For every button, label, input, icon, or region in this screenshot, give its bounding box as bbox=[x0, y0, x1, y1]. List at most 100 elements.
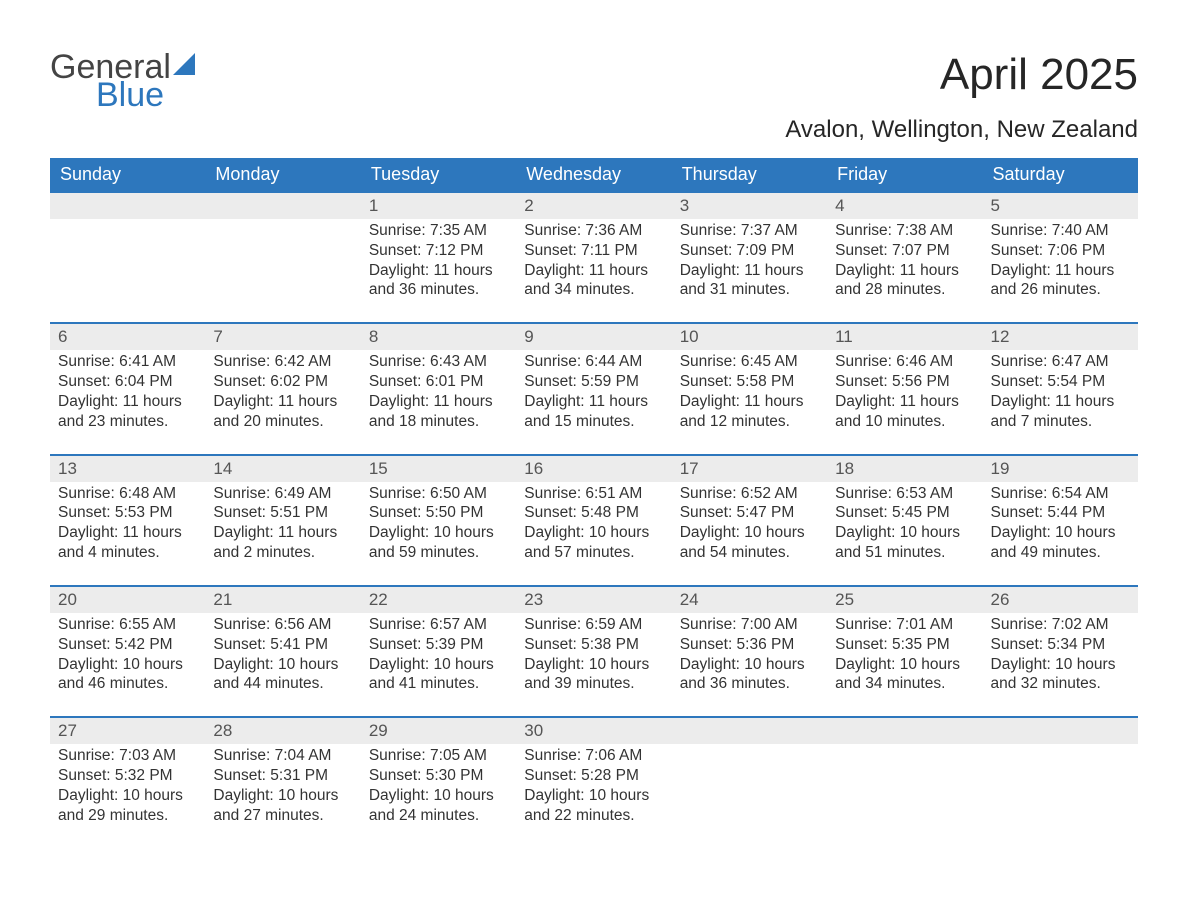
day-number: 28 bbox=[205, 718, 360, 744]
day-cell: Sunrise: 6:44 AMSunset: 5:59 PMDaylight:… bbox=[516, 350, 671, 454]
day-details: Sunrise: 7:01 AMSunset: 5:35 PMDaylight:… bbox=[827, 613, 982, 716]
day-details: Sunrise: 6:51 AMSunset: 5:48 PMDaylight:… bbox=[516, 482, 671, 585]
sunrise-line: Sunrise: 6:48 AM bbox=[58, 484, 197, 504]
daylight-line: Daylight: 10 hours and 59 minutes. bbox=[369, 523, 508, 563]
week-daynum-row: 13141516171819 bbox=[50, 455, 1138, 482]
day-number-cell: 11 bbox=[827, 323, 982, 350]
day-number-cell: 21 bbox=[205, 586, 360, 613]
day-cell: Sunrise: 7:40 AMSunset: 7:06 PMDaylight:… bbox=[983, 219, 1138, 323]
day-details: Sunrise: 7:05 AMSunset: 5:30 PMDaylight:… bbox=[361, 744, 516, 847]
day-number-cell: 6 bbox=[50, 323, 205, 350]
sunset-line: Sunset: 5:35 PM bbox=[835, 635, 974, 655]
day-cell bbox=[827, 744, 982, 847]
day-number-cell: 30 bbox=[516, 717, 671, 744]
day-number bbox=[50, 193, 205, 219]
day-number-cell: 5 bbox=[983, 192, 1138, 219]
day-details bbox=[672, 744, 827, 788]
day-cell: Sunrise: 6:52 AMSunset: 5:47 PMDaylight:… bbox=[672, 482, 827, 586]
day-number: 24 bbox=[672, 587, 827, 613]
daylight-line: Daylight: 10 hours and 51 minutes. bbox=[835, 523, 974, 563]
day-header: Tuesday bbox=[361, 158, 516, 192]
week-content-row: Sunrise: 7:35 AMSunset: 7:12 PMDaylight:… bbox=[50, 219, 1138, 323]
day-number: 9 bbox=[516, 324, 671, 350]
sail-shape bbox=[173, 53, 195, 75]
day-cell bbox=[50, 219, 205, 323]
day-header: Thursday bbox=[672, 158, 827, 192]
sunrise-line: Sunrise: 7:04 AM bbox=[213, 746, 352, 766]
day-details: Sunrise: 6:55 AMSunset: 5:42 PMDaylight:… bbox=[50, 613, 205, 716]
sunset-line: Sunset: 5:42 PM bbox=[58, 635, 197, 655]
day-details: Sunrise: 6:44 AMSunset: 5:59 PMDaylight:… bbox=[516, 350, 671, 453]
day-details: Sunrise: 7:03 AMSunset: 5:32 PMDaylight:… bbox=[50, 744, 205, 847]
day-details bbox=[983, 744, 1138, 788]
day-cell: Sunrise: 6:50 AMSunset: 5:50 PMDaylight:… bbox=[361, 482, 516, 586]
daylight-line: Daylight: 11 hours and 28 minutes. bbox=[835, 261, 974, 301]
day-number: 19 bbox=[983, 456, 1138, 482]
sunset-line: Sunset: 5:59 PM bbox=[524, 372, 663, 392]
day-details: Sunrise: 6:47 AMSunset: 5:54 PMDaylight:… bbox=[983, 350, 1138, 453]
day-number: 10 bbox=[672, 324, 827, 350]
day-details: Sunrise: 6:46 AMSunset: 5:56 PMDaylight:… bbox=[827, 350, 982, 453]
day-cell: Sunrise: 6:55 AMSunset: 5:42 PMDaylight:… bbox=[50, 613, 205, 717]
day-cell bbox=[205, 219, 360, 323]
day-details: Sunrise: 6:45 AMSunset: 5:58 PMDaylight:… bbox=[672, 350, 827, 453]
sunrise-line: Sunrise: 6:52 AM bbox=[680, 484, 819, 504]
day-cell: Sunrise: 7:06 AMSunset: 5:28 PMDaylight:… bbox=[516, 744, 671, 847]
day-details: Sunrise: 7:04 AMSunset: 5:31 PMDaylight:… bbox=[205, 744, 360, 847]
day-cell: Sunrise: 6:46 AMSunset: 5:56 PMDaylight:… bbox=[827, 350, 982, 454]
day-cell: Sunrise: 7:35 AMSunset: 7:12 PMDaylight:… bbox=[361, 219, 516, 323]
day-number: 5 bbox=[983, 193, 1138, 219]
week-daynum-row: 12345 bbox=[50, 192, 1138, 219]
day-number-cell: 28 bbox=[205, 717, 360, 744]
daylight-line: Daylight: 11 hours and 2 minutes. bbox=[213, 523, 352, 563]
header-row: General Blue April 2025 bbox=[50, 50, 1138, 112]
day-cell: Sunrise: 7:00 AMSunset: 5:36 PMDaylight:… bbox=[672, 613, 827, 717]
sunrise-line: Sunrise: 7:36 AM bbox=[524, 221, 663, 241]
day-number-cell: 17 bbox=[672, 455, 827, 482]
day-details: Sunrise: 7:35 AMSunset: 7:12 PMDaylight:… bbox=[361, 219, 516, 322]
daylight-line: Daylight: 11 hours and 10 minutes. bbox=[835, 392, 974, 432]
day-number: 4 bbox=[827, 193, 982, 219]
day-cell: Sunrise: 6:47 AMSunset: 5:54 PMDaylight:… bbox=[983, 350, 1138, 454]
day-number-cell: 15 bbox=[361, 455, 516, 482]
day-cell bbox=[672, 744, 827, 847]
sunrise-line: Sunrise: 7:02 AM bbox=[991, 615, 1130, 635]
sunset-line: Sunset: 5:58 PM bbox=[680, 372, 819, 392]
week-content-row: Sunrise: 7:03 AMSunset: 5:32 PMDaylight:… bbox=[50, 744, 1138, 847]
day-number-cell bbox=[672, 717, 827, 744]
day-details: Sunrise: 6:57 AMSunset: 5:39 PMDaylight:… bbox=[361, 613, 516, 716]
daylight-line: Daylight: 10 hours and 29 minutes. bbox=[58, 786, 197, 826]
day-details: Sunrise: 6:50 AMSunset: 5:50 PMDaylight:… bbox=[361, 482, 516, 585]
sunrise-line: Sunrise: 7:37 AM bbox=[680, 221, 819, 241]
week-daynum-row: 20212223242526 bbox=[50, 586, 1138, 613]
day-cell: Sunrise: 6:49 AMSunset: 5:51 PMDaylight:… bbox=[205, 482, 360, 586]
week-content-row: Sunrise: 6:48 AMSunset: 5:53 PMDaylight:… bbox=[50, 482, 1138, 586]
day-number-cell: 16 bbox=[516, 455, 671, 482]
day-details: Sunrise: 7:38 AMSunset: 7:07 PMDaylight:… bbox=[827, 219, 982, 322]
day-number-cell: 9 bbox=[516, 323, 671, 350]
day-number-cell: 8 bbox=[361, 323, 516, 350]
daylight-line: Daylight: 11 hours and 23 minutes. bbox=[58, 392, 197, 432]
day-details: Sunrise: 6:49 AMSunset: 5:51 PMDaylight:… bbox=[205, 482, 360, 585]
sunset-line: Sunset: 5:38 PM bbox=[524, 635, 663, 655]
day-cell: Sunrise: 7:02 AMSunset: 5:34 PMDaylight:… bbox=[983, 613, 1138, 717]
page-subtitle: Avalon, Wellington, New Zealand bbox=[50, 116, 1138, 144]
sunset-line: Sunset: 5:28 PM bbox=[524, 766, 663, 786]
day-cell: Sunrise: 6:42 AMSunset: 6:02 PMDaylight:… bbox=[205, 350, 360, 454]
day-number: 22 bbox=[361, 587, 516, 613]
day-number: 25 bbox=[827, 587, 982, 613]
sunset-line: Sunset: 7:06 PM bbox=[991, 241, 1130, 261]
sunset-line: Sunset: 5:30 PM bbox=[369, 766, 508, 786]
day-number: 14 bbox=[205, 456, 360, 482]
sunset-line: Sunset: 5:56 PM bbox=[835, 372, 974, 392]
day-cell: Sunrise: 6:43 AMSunset: 6:01 PMDaylight:… bbox=[361, 350, 516, 454]
day-header: Saturday bbox=[983, 158, 1138, 192]
day-number: 26 bbox=[983, 587, 1138, 613]
day-header: Wednesday bbox=[516, 158, 671, 192]
sunrise-line: Sunrise: 7:06 AM bbox=[524, 746, 663, 766]
daylight-line: Daylight: 11 hours and 34 minutes. bbox=[524, 261, 663, 301]
day-number bbox=[205, 193, 360, 219]
daylight-line: Daylight: 11 hours and 12 minutes. bbox=[680, 392, 819, 432]
day-number-cell: 20 bbox=[50, 586, 205, 613]
day-number-cell bbox=[205, 192, 360, 219]
